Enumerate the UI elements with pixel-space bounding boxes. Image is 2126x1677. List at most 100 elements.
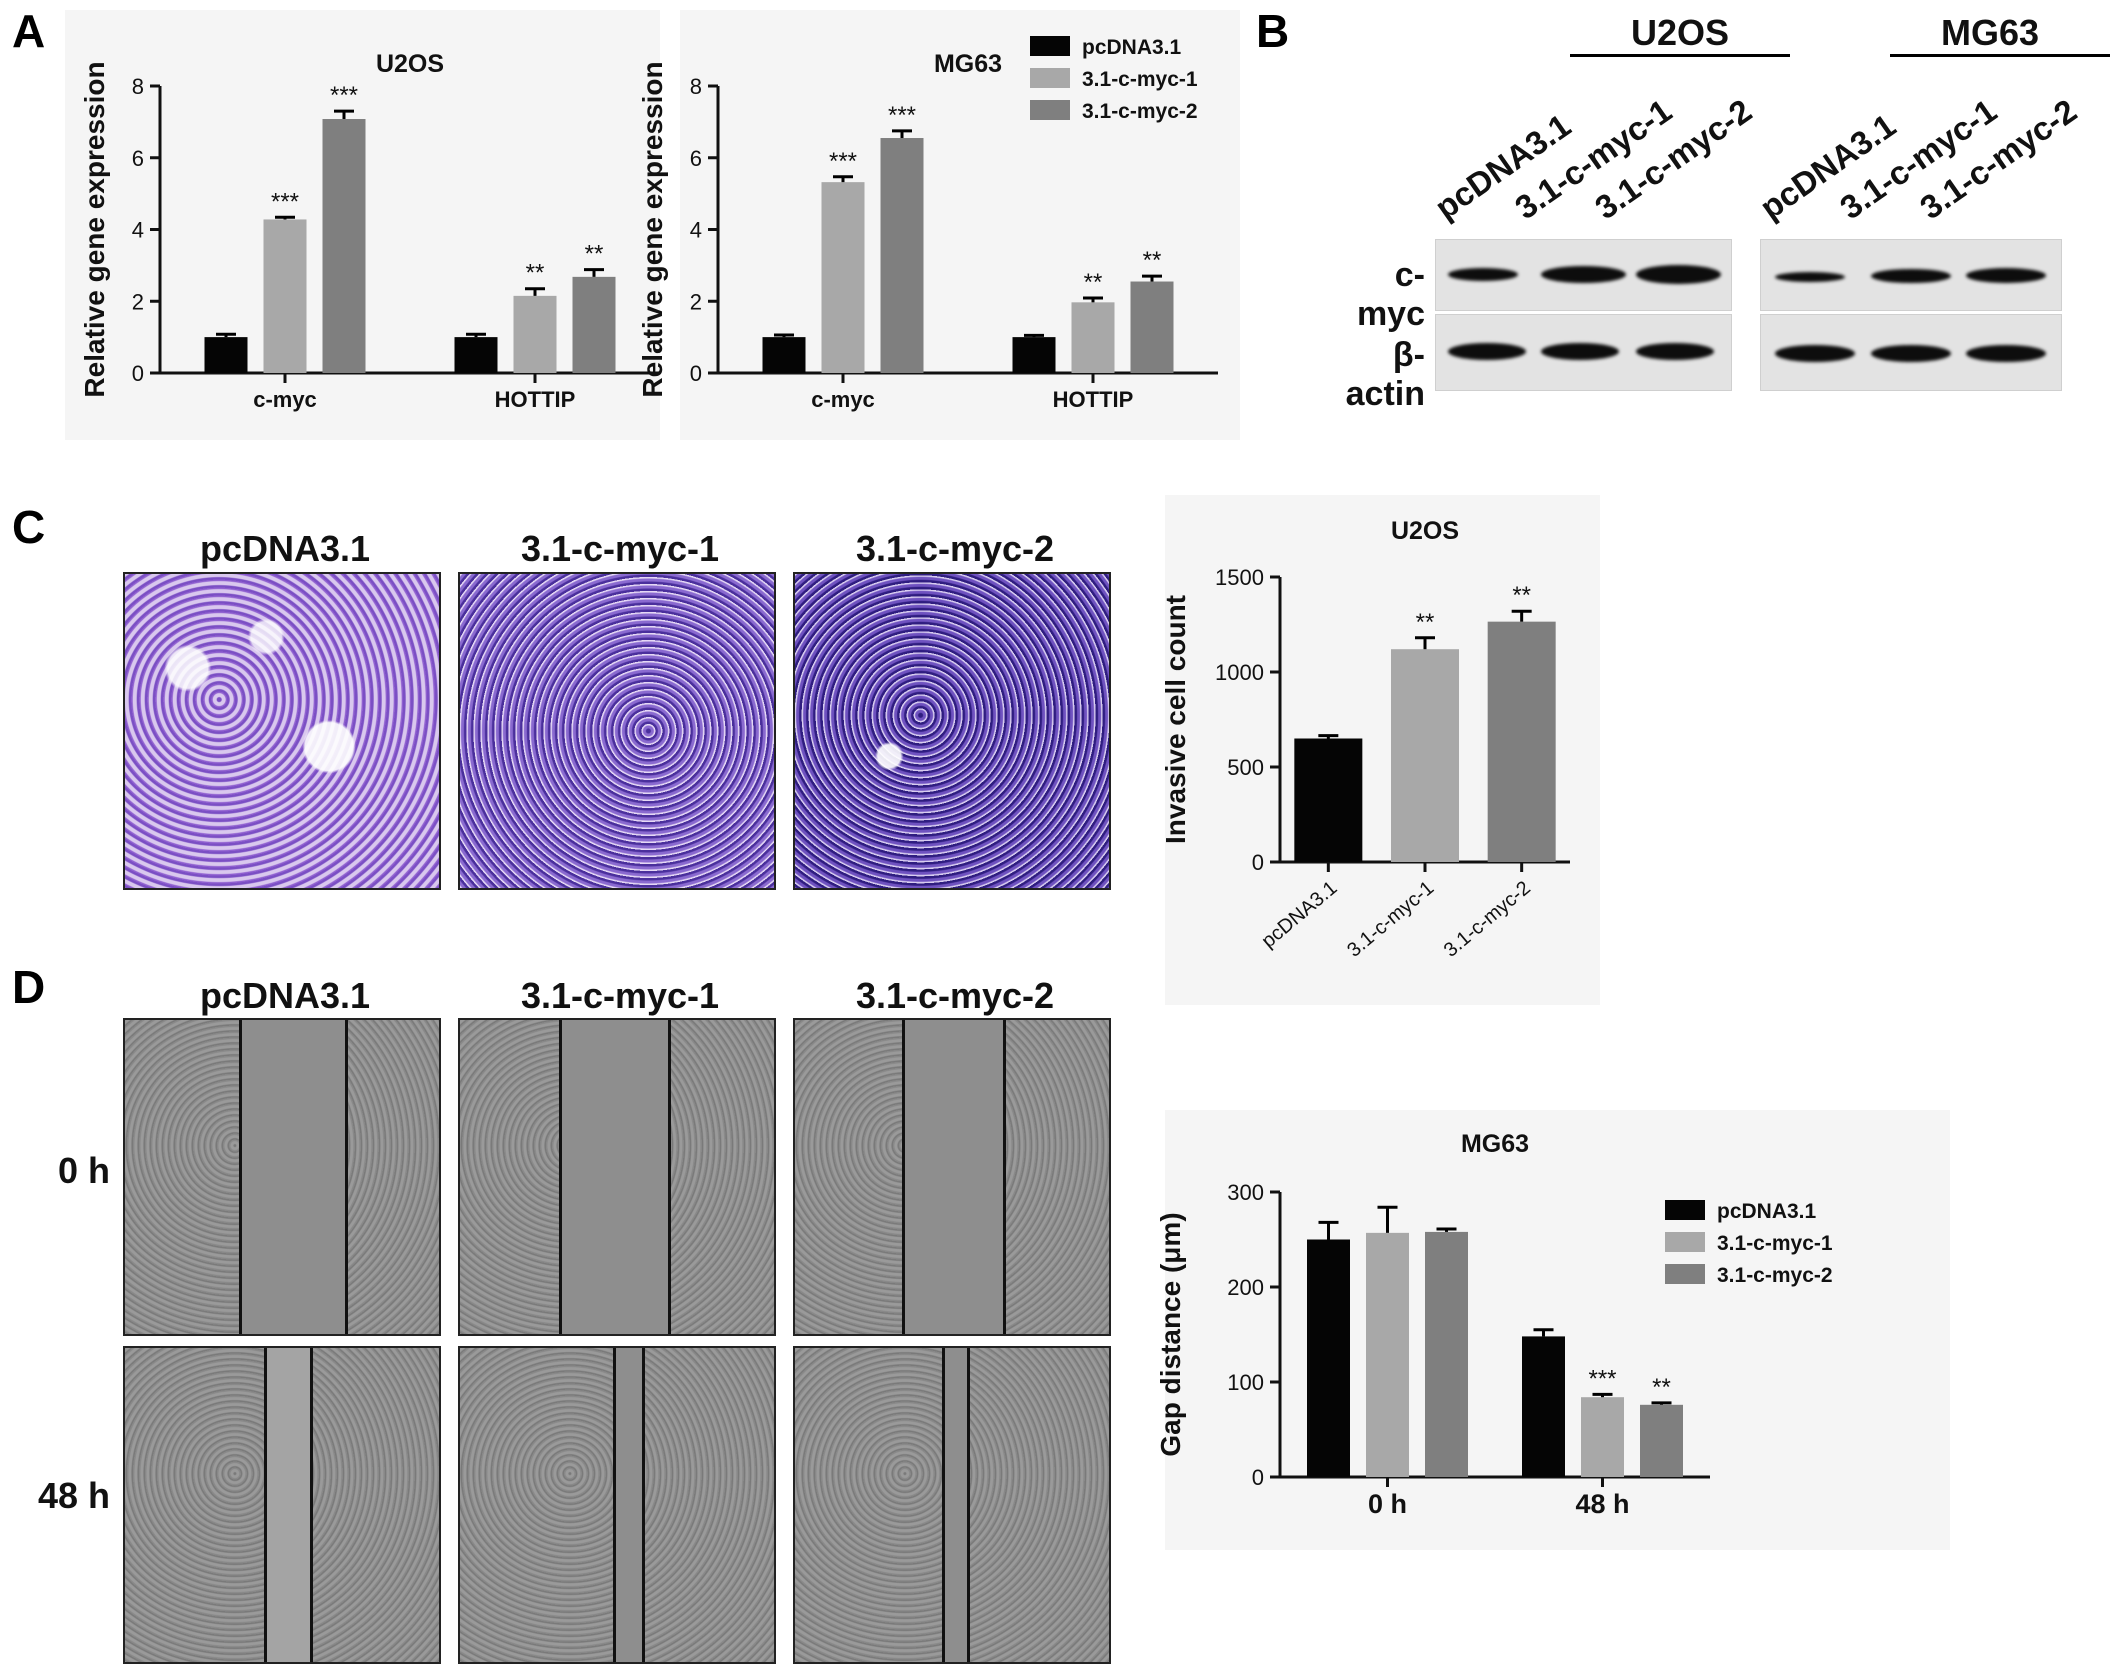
legend-a: pcDNA3.1 3.1-c-myc-1 3.1-c-myc-2 [1030,36,1198,123]
bar [1294,738,1363,862]
significance-label: *** [829,148,857,175]
blot-row-cmyc-label: c-myc [1356,256,1425,333]
y-tick-label: 1000 [1215,660,1264,685]
y-axis-label: Invasive cell count [1160,595,1191,844]
invasion-image-myc1 [458,572,776,890]
invasion-image-pcdna [123,572,441,890]
bar [1307,1239,1350,1477]
bar [1130,281,1174,373]
legend-swatch [1030,68,1070,88]
panel-label-b: B [1256,5,1290,57]
y-tick-label: 4 [132,218,144,243]
invasion-col-pcdna: pcDNA3.1 [199,528,371,569]
y-tick-label: 2 [690,289,702,314]
chart-mg63-expression: MG63 Relative gene expression 0 2 4 6 8 *** *** c… [637,50,1218,412]
legend-swatch [1665,1232,1705,1252]
legend-swatch [1665,1200,1705,1220]
legend-label: 3.1-c-myc-1 [1082,68,1198,91]
wound-image-myc2-0h [793,1018,1111,1336]
x-tick-label: 3.1-c-myc-2 [1440,877,1535,962]
y-tick-label: 1500 [1215,565,1264,590]
legend-swatch [1665,1264,1705,1284]
significance-label: ** [526,260,545,287]
bar [880,138,924,373]
legend-label: 3.1-c-myc-2 [1082,100,1198,123]
blot-mg63-underline [1890,54,2110,57]
y-tick-label: 0 [1252,850,1264,875]
x-tick-label: 0 h [1368,1489,1407,1519]
bar [1487,621,1556,862]
y-tick-label: 6 [132,146,144,171]
bar [1425,1231,1468,1477]
significance-label: ** [1652,1374,1671,1401]
y-axis-label: Relative gene expression [637,61,668,397]
legend-label: 3.1-c-myc-1 [1717,1232,1833,1255]
chart-title: U2OS [376,50,444,78]
y-tick-label: 8 [690,74,702,99]
invasion-image-myc2 [793,572,1111,890]
significance-label: *** [271,188,299,215]
significance-label: *** [888,102,916,129]
y-axis-label: Gap distance (μm) [1155,1212,1186,1456]
wound-image-pcdna-0h [123,1018,441,1336]
bar [263,219,307,373]
y-tick-label: 0 [132,361,144,386]
panel-label-d: D [12,961,46,1013]
y-tick-label: 0 [1252,1465,1264,1490]
legend-label: pcDNA3.1 [1717,1200,1817,1223]
western-blot-panel: U2OS MG63 pcDNA3.1 3.1-c-myc-1 3.1-c-myc… [1330,4,2120,413]
y-tick-label: 200 [1227,1275,1264,1300]
bar [1391,649,1459,862]
x-tick-label: c-myc [811,387,875,412]
y-tick-label: 0 [690,361,702,386]
chart-title: U2OS [1391,517,1459,545]
panel-label-a: A [12,5,46,57]
significance-label: ** [1084,269,1103,296]
legend-swatch [1030,36,1070,56]
bar [204,337,248,373]
y-tick-label: 500 [1227,755,1264,780]
chart-title: MG63 [934,50,1002,78]
invasion-col-myc2: 3.1-c-myc-2 [855,528,1055,569]
significance-label: ** [1143,247,1162,274]
bar [1012,337,1056,373]
wound-col-pcdna: pcDNA3.1 [199,975,371,1016]
bar [1522,1336,1565,1477]
wound-image-myc2-48h [793,1346,1111,1664]
bar [1071,302,1115,373]
chart-title: MG63 [1461,1130,1529,1158]
wound-image-myc1-48h [458,1346,776,1664]
significance-label: ** [1512,582,1531,609]
panel-label-c: C [12,501,46,553]
x-tick-label: 3.1-c-myc-1 [1343,877,1438,962]
blot-mg63-actin [1760,314,2062,391]
x-tick-label: c-myc [253,387,317,412]
legend-label: 3.1-c-myc-2 [1717,1264,1833,1287]
y-tick-label: 4 [690,218,702,243]
legend-d: pcDNA3.1 3.1-c-myc-1 3.1-c-myc-2 [1665,1200,1833,1287]
bar [322,119,366,373]
blot-mg63-cmyc [1760,239,2062,311]
wound-image-myc1-0h [458,1018,776,1336]
significance-label: *** [1588,1365,1616,1392]
y-axis-label: Relative gene expression [79,61,110,397]
x-tick-label: 48 h [1575,1489,1629,1519]
wound-col-myc2: 3.1-c-myc-2 [855,975,1055,1016]
wound-row-0h: 0 h [57,1150,110,1191]
x-tick-label: HOTTIP [495,387,576,412]
blot-row-actin-label: β-actin [1345,336,1425,413]
significance-label: *** [330,82,358,109]
y-tick-label: 300 [1227,1180,1264,1205]
bar [513,295,557,373]
significance-label: ** [585,241,604,268]
wound-image-pcdna-48h [123,1346,441,1664]
bar [1366,1232,1409,1477]
wound-col-myc1: 3.1-c-myc-1 [520,975,720,1016]
blot-header-u2os: U2OS [1630,12,1730,53]
legend-label: pcDNA3.1 [1082,36,1182,59]
blot-u2os-actin [1435,314,1732,391]
chart-invasion: U2OS Invasive cell count 0 500 1000 1500 pcDNA… [1160,517,1570,962]
bar [821,182,865,373]
